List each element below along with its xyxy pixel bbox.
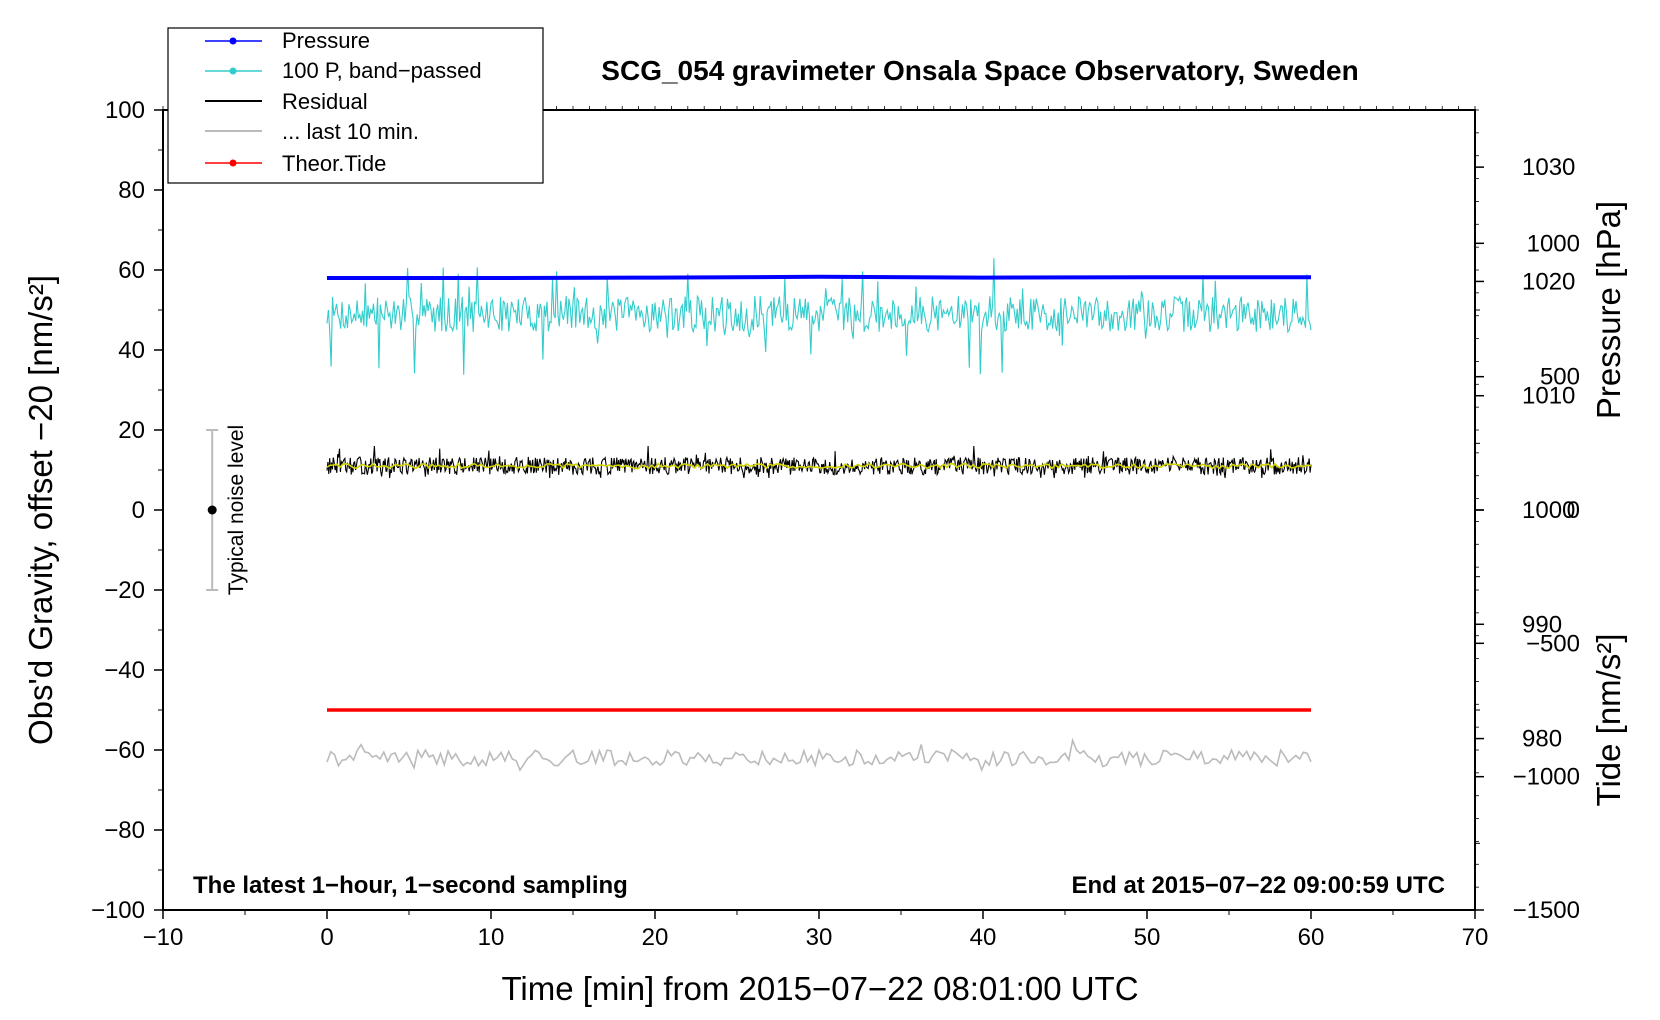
tide-tick-label: 1000 [1527, 230, 1580, 257]
ticks-layer: −10 0 10 20 30 40 50 60 70−100−80−60−40−20020406… [91, 97, 1580, 951]
x-tick-label: 10 [478, 924, 505, 951]
pressure-tick-label: 990 [1522, 611, 1562, 638]
legend-label-pressure: Pressure [282, 28, 370, 53]
legend-label-tide: Theor.Tide [282, 151, 386, 176]
pressure-tick-label: 980 [1522, 726, 1562, 753]
tide-tick-label: −1000 [1513, 764, 1580, 791]
y-tick-label: 20 [118, 417, 145, 444]
legend-label-residual: Residual [282, 89, 368, 114]
tide-tick-label: 500 [1540, 364, 1580, 391]
x-tick-label: 60 [1298, 924, 1325, 951]
pressure-tick-label: 1030 [1522, 154, 1575, 181]
legend-box [167, 27, 544, 184]
legend-marker-pressure [229, 37, 237, 45]
y-axis-label-main: Obs'd Gravity, offset −20 [nm/s²] [22, 275, 59, 745]
pressure-tick-label: 1000 [1522, 497, 1575, 524]
x-tick-label: 20 [642, 924, 669, 951]
series-layer [326, 258, 1312, 773]
y-axis-label-tide: Tide [nm/s²] [1590, 634, 1627, 807]
series-residual-filtered-line [326, 462, 1312, 470]
tide-tick-label: 0 [1567, 497, 1580, 524]
series-pressure-line [327, 274, 1311, 280]
y-axis-label-pressure: Pressure [hPa] [1590, 201, 1627, 419]
y-tick-label: 60 [118, 257, 145, 284]
pressure-tick-label: 1020 [1522, 268, 1575, 295]
legend: Pressure 100 P, band−passed Residual ...… [167, 27, 544, 184]
y-tick-label: −100 [91, 897, 145, 924]
y-tick-label: −20 [104, 577, 145, 604]
x-tick-label: 30 [806, 924, 833, 951]
noise-level-indicator: Typical noise level [206, 425, 248, 595]
legend-marker-tide [229, 159, 237, 167]
tide-tick-label: −500 [1526, 630, 1580, 657]
x-axis-label: Time [min] from 2015−07−22 08:01:00 UTC [501, 970, 1138, 1007]
x-tick-label: −10 [143, 924, 184, 951]
tide-tick-label: −1500 [1513, 897, 1580, 924]
noise-level-label: Typical noise level [225, 425, 248, 595]
legend-label-last10: ... last 10 min. [282, 119, 419, 144]
legend-label-bandpassed: 100 P, band−passed [282, 58, 482, 83]
series-bandpassed-line [326, 258, 1312, 375]
y-tick-label: 100 [105, 97, 145, 124]
legend-marker-bandpassed [229, 67, 237, 75]
y-tick-label: −80 [104, 817, 145, 844]
chart-title: SCG_054 gravimeter Onsala Space Observat… [601, 55, 1358, 86]
plot-frame [162, 109, 1476, 911]
pressure-tick-label: 1010 [1522, 383, 1575, 410]
sampling-note: The latest 1−hour, 1−second sampling [193, 872, 628, 899]
noise-center-dot [207, 505, 217, 515]
x-tick-label: 70 [1462, 924, 1489, 951]
x-tick-label: 40 [970, 924, 997, 951]
x-tick-label: 50 [1134, 924, 1161, 951]
x-tick-label: 0 [320, 924, 333, 951]
y-tick-label: 40 [118, 337, 145, 364]
end-time-note: End at 2015−07−22 09:00:59 UTC [1071, 872, 1445, 899]
y-tick-label: −60 [104, 737, 145, 764]
series-residual-line [326, 445, 1312, 479]
series-last10-line [326, 737, 1312, 773]
y-tick-label: 0 [132, 497, 145, 524]
y-tick-label: −40 [104, 657, 145, 684]
y-tick-label: 80 [118, 177, 145, 204]
